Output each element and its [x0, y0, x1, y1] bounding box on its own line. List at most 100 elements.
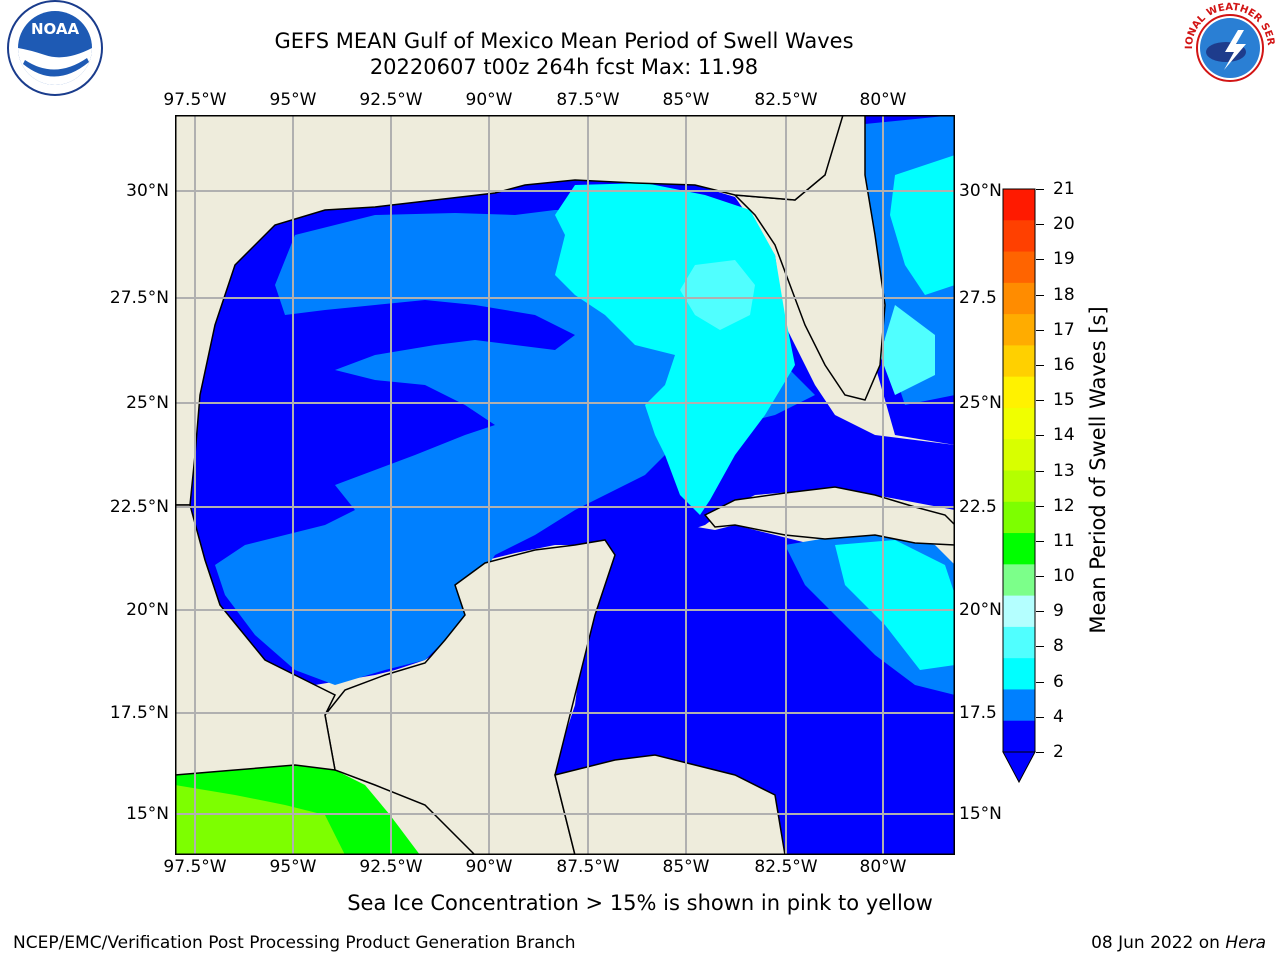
colorbar-label: Mean Period of Swell Waves [s] — [1086, 306, 1110, 634]
colorbar-tick-mark — [1036, 259, 1044, 261]
colorbar-tick-mark — [1036, 400, 1044, 402]
colorbar-block — [1003, 345, 1035, 378]
colorbar-tick-label: 18 — [1053, 284, 1075, 305]
land-central-america — [554, 754, 786, 855]
colorbar-tick-mark — [1036, 470, 1044, 472]
land-western-coast — [175, 504, 337, 776]
lat-label-right: 30°N — [959, 181, 1002, 201]
map-frame — [175, 115, 955, 855]
colorbar-block — [1003, 282, 1035, 315]
colorbar-tick-label: 20 — [1053, 214, 1075, 235]
land-cuba — [703, 486, 955, 546]
colorbar-tick-mark — [1036, 329, 1044, 331]
lat-label-left: 22.5°N — [109, 497, 169, 517]
lon-label-top: 80°W — [859, 90, 907, 110]
colorbar-tick-label: 11 — [1053, 530, 1075, 551]
land-northern-coast — [175, 115, 844, 506]
gulf-water-p8 — [680, 260, 755, 330]
footer-date: 08 Jun 2022 on Hera — [1091, 933, 1266, 953]
colorbar-block — [1003, 439, 1035, 471]
colorbar-tick-label: 19 — [1053, 249, 1075, 270]
lon-label-bottom: 90°W — [465, 857, 513, 877]
colorbar-tick-mark — [1036, 189, 1044, 190]
colorbar-tick-label: 21 — [1053, 179, 1075, 199]
colorbar-tick-mark — [1036, 540, 1044, 542]
colorbar-block — [1003, 314, 1035, 346]
swell-period-map — [175, 115, 955, 855]
noaa-logo-text: NOAA — [31, 20, 80, 38]
lat-label-left: 15°N — [126, 804, 169, 824]
lon-label-top: 92.5°W — [359, 90, 423, 110]
sea-ice-note: Sea Ice Concentration > 15% is shown in … — [347, 891, 933, 915]
colorbar-tick-label: 9 — [1053, 601, 1064, 622]
colorbar-tick-mark — [1036, 364, 1044, 366]
colorbar-tick-label: 16 — [1053, 354, 1075, 375]
footer-credit: NCEP/EMC/Verification Post Processing Pr… — [13, 933, 576, 953]
colorbar-tick-mark — [1036, 576, 1044, 578]
caribbean-water-p6 — [835, 540, 955, 670]
colorbar-block — [1003, 626, 1035, 659]
lon-label-top: 85°W — [662, 90, 710, 110]
lon-label-top: 97.5°W — [163, 90, 227, 110]
lat-label-left: 25°N — [126, 393, 169, 413]
colorbar — [1002, 188, 1036, 784]
colorbar-tick-mark — [1036, 224, 1044, 226]
lat-label-right: 22.5 — [959, 497, 997, 517]
colorbar-block — [1003, 470, 1035, 503]
pacific-water-p12 — [175, 785, 345, 855]
colorbar-block — [1003, 564, 1035, 597]
lon-label-bottom: 97.5°W — [163, 857, 227, 877]
lon-label-bottom: 92.5°W — [359, 857, 423, 877]
colorbar-block — [1003, 595, 1035, 628]
colorbar-block — [1003, 220, 1035, 253]
colorbar-extend-triangle — [1002, 751, 1036, 784]
nws-logo: NATIONAL WEATHER SERVICE — [1176, 0, 1280, 100]
colorbar-block — [1003, 189, 1035, 221]
colorbar-block — [1003, 501, 1035, 534]
colorbar-tick-label: 12 — [1053, 495, 1075, 516]
colorbar-block — [1003, 689, 1035, 722]
lon-label-top: 82.5°W — [754, 90, 818, 110]
chart-subtitle: 20220607 t00z 264h fcst Max: 11.98 — [369, 55, 759, 79]
footer-date-text: 08 Jun 2022 on — [1091, 933, 1220, 953]
colorbar-block — [1003, 658, 1035, 690]
colorbar-tick-label: 13 — [1053, 460, 1075, 481]
lon-label-bottom: 82.5°W — [754, 857, 818, 877]
lat-label-right: 25°N — [959, 393, 1002, 413]
colorbar-tick-label: 17 — [1053, 319, 1075, 340]
colorbar-block — [1003, 251, 1035, 284]
colorbar-tick-mark — [1036, 752, 1044, 753]
colorbar-tick-mark — [1036, 716, 1044, 718]
lat-label-right: 20°N — [959, 600, 1002, 620]
colorbar-tick-label: 15 — [1053, 390, 1075, 411]
colorbar-tick-label: 2 — [1053, 742, 1064, 762]
lat-label-left: 27.5°N — [109, 288, 169, 308]
graticule — [175, 115, 955, 855]
colorbar-tick-label: 10 — [1053, 566, 1075, 587]
colorbar-tick-mark — [1036, 435, 1044, 437]
colorbar-tick-mark — [1036, 681, 1044, 683]
colorbar-tick-mark — [1036, 505, 1044, 507]
lon-label-top: 95°W — [269, 90, 317, 110]
lon-label-bottom: 87.5°W — [556, 857, 620, 877]
lon-label-bottom: 95°W — [269, 857, 317, 877]
footer-host: Hera — [1225, 933, 1266, 953]
lon-label-bottom: 85°W — [662, 857, 710, 877]
colorbar-tick-mark — [1036, 294, 1044, 296]
lat-label-left: 20°N — [126, 600, 169, 620]
lon-label-bottom: 80°W — [859, 857, 907, 877]
lat-label-left: 30°N — [126, 181, 169, 201]
colorbar-block — [1003, 376, 1035, 409]
lat-label-left: 17.5°N — [109, 703, 169, 723]
colorbar-tick-mark — [1036, 646, 1044, 648]
colorbar-block — [1003, 720, 1035, 753]
lon-label-top: 87.5°W — [556, 90, 620, 110]
colorbar-tick-label: 6 — [1053, 671, 1064, 692]
colorbar-tick-mark — [1036, 611, 1044, 613]
colorbar-block — [1003, 533, 1035, 565]
atlantic-water-p8 — [880, 305, 935, 395]
lat-label-right: 15°N — [959, 804, 1002, 824]
colorbar-tick-label: 14 — [1053, 425, 1075, 446]
colorbar-frame — [1002, 188, 1036, 753]
chart-title: GEFS MEAN Gulf of Mexico Mean Period of … — [274, 29, 854, 53]
